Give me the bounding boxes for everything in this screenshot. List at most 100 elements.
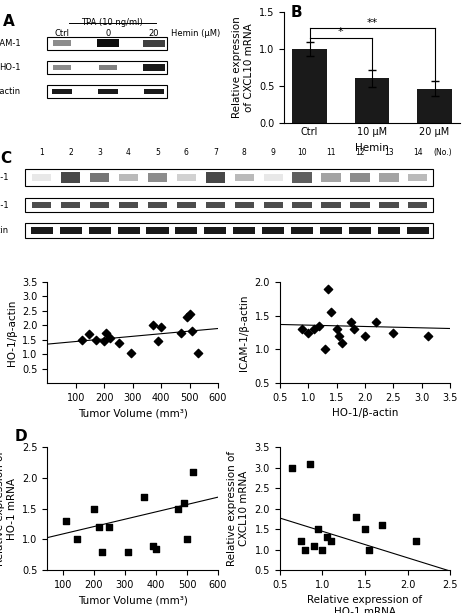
Text: 13: 13 (384, 148, 394, 158)
Bar (291, 227, 313, 234)
Text: D: D (14, 429, 27, 444)
Text: 1: 1 (39, 148, 44, 158)
Bar (379, 202, 399, 208)
Y-axis label: Relative expression
of CXCL10 mRNA: Relative expression of CXCL10 mRNA (232, 17, 254, 118)
Point (378, 520, 386, 530)
Point (140, 492, 147, 501)
Bar (408, 202, 428, 208)
Bar (292, 172, 312, 183)
Bar (235, 202, 254, 208)
Text: Hemin (μM): Hemin (μM) (171, 29, 220, 38)
Point (115, 338, 122, 348)
Bar (262, 227, 284, 234)
Text: 9: 9 (271, 148, 276, 158)
Bar (418, 89, 452, 123)
Bar (47, 61, 167, 74)
Text: 5: 5 (155, 148, 160, 158)
Bar (118, 227, 139, 234)
Bar (119, 173, 138, 181)
Bar (25, 169, 433, 186)
Bar (99, 65, 117, 70)
Text: 20: 20 (148, 29, 159, 38)
Bar (235, 173, 254, 181)
Point (297, 536, 305, 546)
Point (183, 535, 191, 544)
Point (174, 504, 182, 514)
Point (183, 312, 191, 322)
Point (336, 331, 343, 341)
Point (95, 522, 102, 532)
Text: 11: 11 (326, 148, 336, 158)
X-axis label: HO-1/β-actin: HO-1/β-actin (332, 408, 398, 419)
Point (365, 545, 373, 555)
Bar (89, 227, 110, 234)
Point (361, 524, 369, 534)
Bar (264, 175, 283, 181)
Bar (61, 202, 80, 208)
Point (78, 335, 85, 345)
Bar (204, 227, 227, 234)
Bar (206, 202, 225, 208)
Point (73, 535, 81, 544)
Point (327, 536, 335, 546)
Text: β-actin: β-actin (0, 87, 21, 96)
Bar (350, 173, 370, 182)
Text: 10: 10 (297, 148, 307, 158)
Bar (144, 89, 164, 94)
Y-axis label: ICAM-1/β-actin: ICAM-1/β-actin (239, 294, 249, 371)
Bar (90, 173, 109, 182)
Point (155, 337, 162, 346)
Y-axis label: Relative expression of
HO-1 mRNA: Relative expression of HO-1 mRNA (0, 451, 17, 566)
Point (304, 327, 312, 337)
Text: 0: 0 (105, 29, 110, 38)
Text: *: * (338, 27, 344, 37)
Point (333, 324, 340, 334)
Point (373, 318, 380, 327)
Point (186, 309, 193, 319)
Bar (25, 198, 433, 212)
Point (324, 284, 332, 294)
Bar (97, 39, 119, 47)
Point (90, 504, 98, 514)
Bar (148, 202, 167, 208)
Bar (25, 223, 433, 238)
Point (323, 533, 330, 543)
Bar (206, 172, 225, 183)
Point (106, 333, 114, 343)
Point (92, 335, 100, 345)
Text: 6: 6 (184, 148, 189, 158)
Bar (320, 227, 342, 234)
Bar (408, 173, 428, 181)
Point (177, 327, 185, 337)
Bar (379, 173, 399, 181)
Bar (177, 174, 196, 181)
Bar (47, 37, 167, 50)
Bar (143, 40, 164, 47)
Bar (292, 49, 327, 123)
Bar (355, 78, 389, 123)
Point (152, 544, 160, 554)
Point (347, 318, 355, 327)
Text: HO-1: HO-1 (0, 63, 21, 72)
Text: 3: 3 (97, 148, 102, 158)
Point (289, 463, 296, 473)
Bar (53, 89, 72, 94)
Point (390, 327, 397, 337)
Point (98, 547, 106, 557)
Text: B: B (291, 5, 302, 20)
Bar (143, 64, 164, 71)
Bar (90, 202, 109, 208)
Text: 7: 7 (213, 148, 218, 158)
Point (189, 326, 196, 336)
Point (62, 516, 70, 526)
Text: **: ** (366, 18, 378, 28)
Text: β-actin: β-actin (0, 226, 9, 235)
Text: 12: 12 (355, 148, 365, 158)
Point (310, 541, 318, 550)
Bar (321, 202, 341, 208)
Point (306, 459, 313, 469)
Text: C: C (0, 151, 11, 166)
Bar (407, 227, 429, 234)
Bar (233, 227, 255, 234)
Bar (60, 227, 82, 234)
